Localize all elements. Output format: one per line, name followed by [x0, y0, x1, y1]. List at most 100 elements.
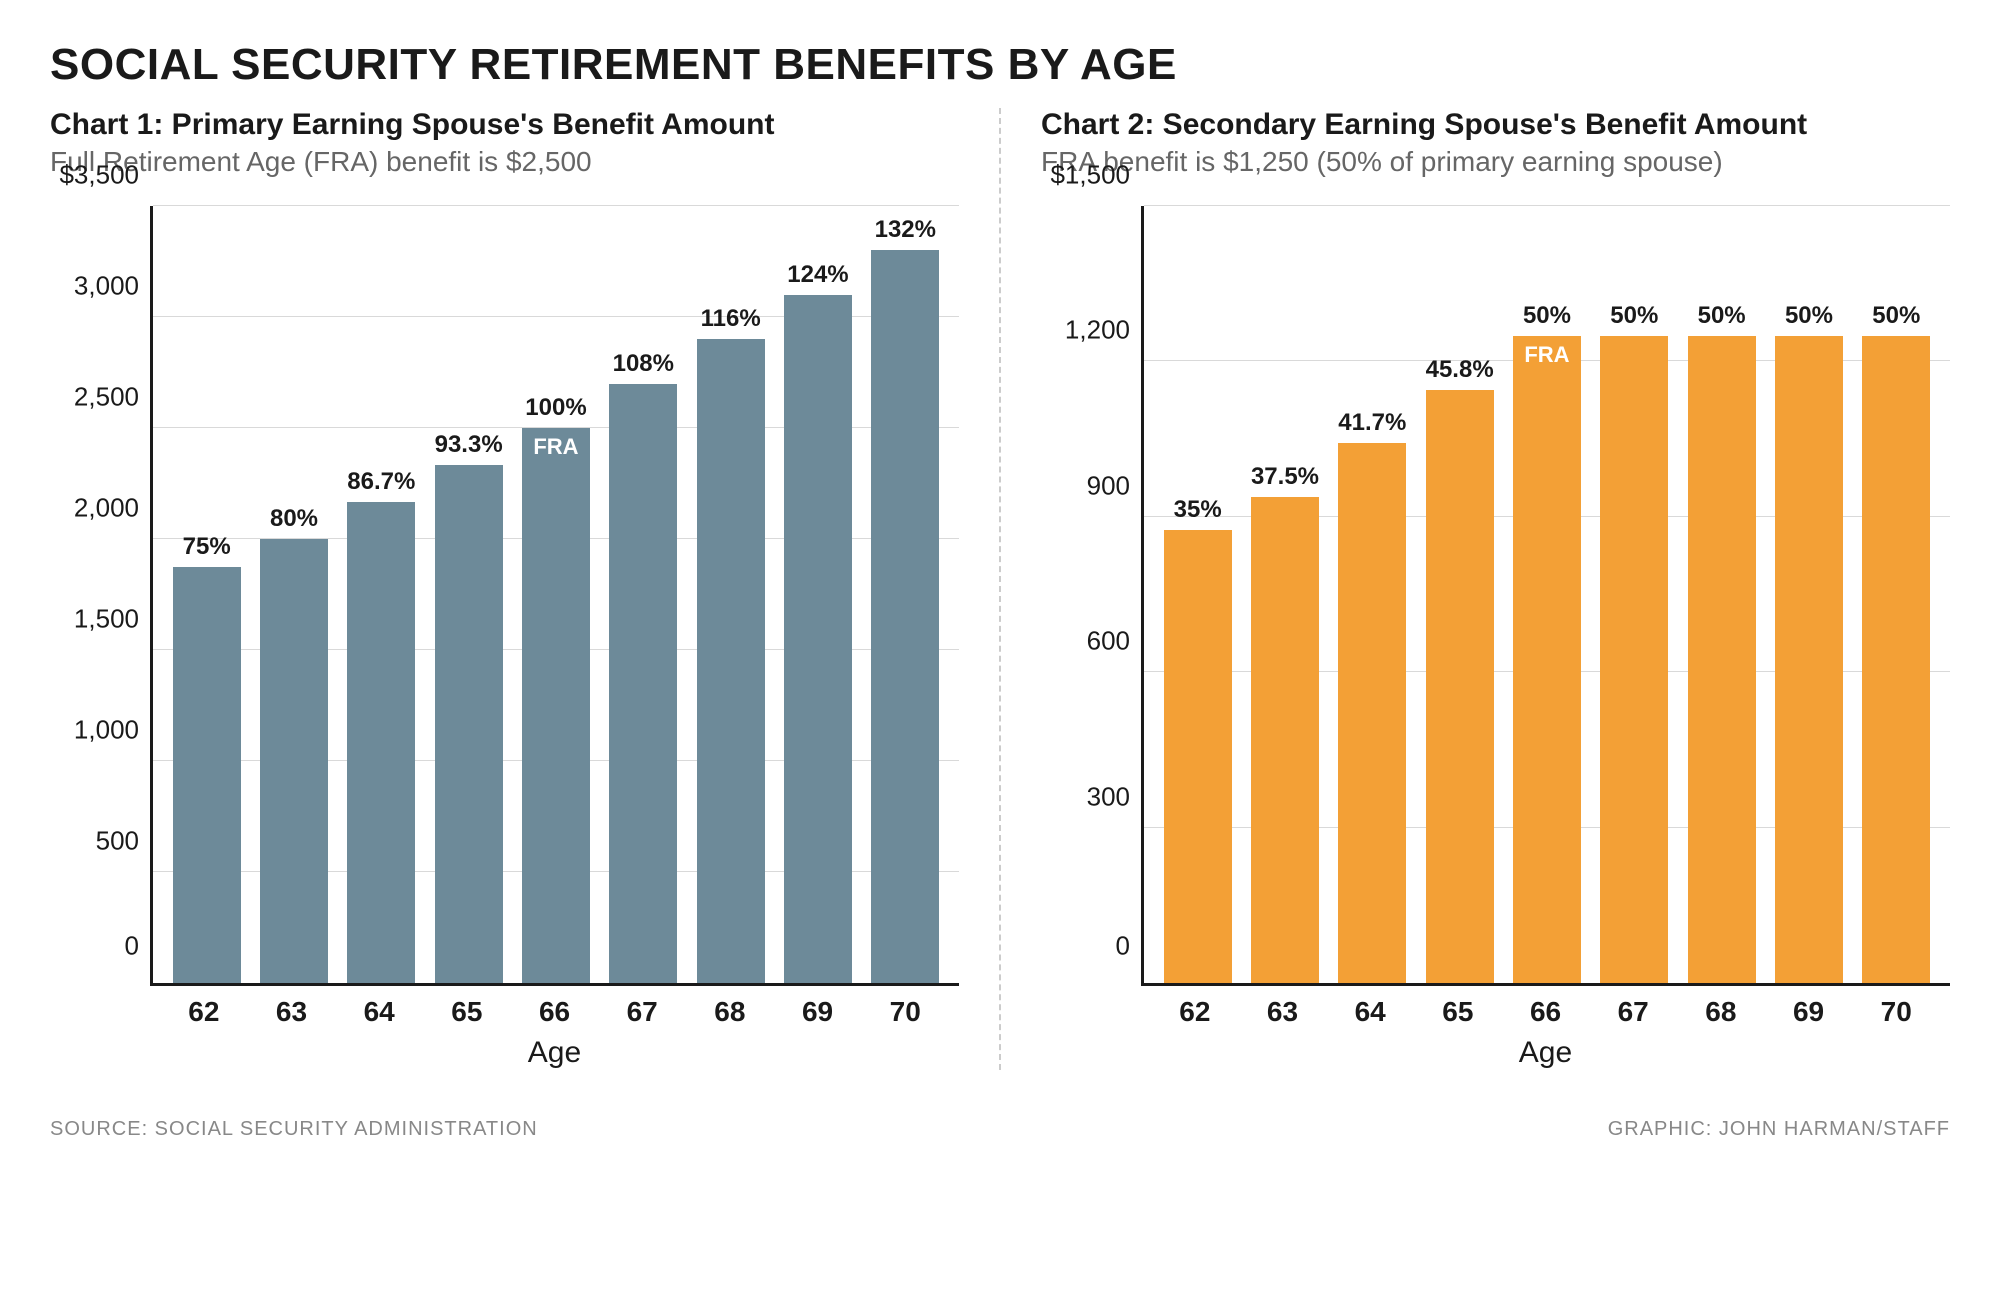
- xtick-label: 68: [1677, 996, 1765, 1028]
- bar: [697, 339, 765, 983]
- chart-2-axis-label: Age: [1141, 1036, 1950, 1070]
- chart-2-plot: 03006009001,200$1,50035%37.5%41.7%45.8%5…: [1141, 206, 1950, 986]
- ytick-label: 2,500: [74, 382, 153, 413]
- bar-slot: 50% FRA: [1503, 206, 1590, 983]
- ytick-label: 1,500: [74, 604, 153, 635]
- bar-slot: 93.3%: [425, 206, 512, 983]
- bar: [347, 502, 415, 983]
- fra-badge: FRA: [1524, 342, 1569, 368]
- xtick-label: 62: [160, 996, 248, 1028]
- ytick-label: 0: [125, 930, 153, 961]
- bar-slot: 35%: [1154, 206, 1241, 983]
- bar-value-label: 75%: [183, 533, 231, 561]
- bar-value-label: 50%: [1785, 302, 1833, 330]
- bar-value-label: 35%: [1174, 496, 1222, 524]
- xtick-label: 68: [686, 996, 774, 1028]
- bars-container: 75% 80% 86.7% 93.3% 100% FRA 108% 116% 124% 132%: [153, 206, 959, 983]
- bar-value-label: 100%: [525, 394, 586, 422]
- xtick-label: 69: [1765, 996, 1853, 1028]
- chart-2-title: Chart 2: Secondary Earning Spouse's Bene…: [1041, 108, 1950, 142]
- bar-value-label: 50%: [1523, 302, 1571, 330]
- bar-slot: 86.7%: [338, 206, 425, 983]
- bar: [1775, 336, 1843, 984]
- bar-value-label: 80%: [270, 505, 318, 533]
- xtick-label: 63: [248, 996, 336, 1028]
- bar: [1164, 530, 1232, 983]
- chart-2-panel: Chart 2: Secondary Earning Spouse's Bene…: [1001, 108, 1950, 1070]
- footer-credit: GRAPHIC: JOHN HARMAN/STAFF: [1608, 1118, 1950, 1141]
- xtick-label: 70: [1852, 996, 1940, 1028]
- xtick-label: 69: [774, 996, 862, 1028]
- xtick-label: 67: [1589, 996, 1677, 1028]
- ytick-label: 0: [1116, 930, 1144, 961]
- bar-slot: 37.5%: [1241, 206, 1328, 983]
- bars-container: 35% 37.5% 41.7% 45.8% 50% FRA 50% 50% 50% 50%: [1144, 206, 1950, 983]
- bar-value-label: 50%: [1698, 302, 1746, 330]
- bar-slot: 132%: [862, 206, 949, 983]
- chart-1-xticks: 626364656667686970: [150, 996, 959, 1028]
- chart-1-axis-label: Age: [150, 1036, 959, 1070]
- bar-slot: 50%: [1765, 206, 1852, 983]
- ytick-label: 1,200: [1065, 315, 1144, 346]
- bar-value-label: 45.8%: [1426, 356, 1494, 384]
- ytick-label: $3,500: [59, 160, 153, 191]
- fra-badge: FRA: [533, 434, 578, 460]
- bar-slot: 50%: [1678, 206, 1765, 983]
- bar: [1251, 497, 1319, 983]
- footer: SOURCE: SOCIAL SECURITY ADMINISTRATION G…: [50, 1118, 1950, 1141]
- xtick-label: 66: [511, 996, 599, 1028]
- ytick-label: 500: [96, 826, 153, 857]
- bar: FRA: [1513, 336, 1581, 984]
- xtick-label: 62: [1151, 996, 1239, 1028]
- bar-slot: 80%: [250, 206, 337, 983]
- ytick-label: 600: [1087, 626, 1144, 657]
- xtick-label: 65: [423, 996, 511, 1028]
- chart-2-xticks: 626364656667686970: [1141, 996, 1950, 1028]
- xtick-label: 64: [1326, 996, 1414, 1028]
- bar-slot: 124%: [774, 206, 861, 983]
- bar-value-label: 132%: [875, 216, 936, 244]
- bar: [1600, 336, 1668, 984]
- footer-source: SOURCE: SOCIAL SECURITY ADMINISTRATION: [50, 1118, 538, 1141]
- bar: [609, 384, 677, 983]
- xtick-label: 67: [598, 996, 686, 1028]
- bar-slot: 108%: [600, 206, 687, 983]
- xtick-label: 65: [1414, 996, 1502, 1028]
- ytick-label: 1,000: [74, 715, 153, 746]
- bar: [784, 295, 852, 983]
- bar: [173, 567, 241, 983]
- bar: FRA: [522, 428, 590, 983]
- bar: [1862, 336, 1930, 984]
- bar-value-label: 50%: [1872, 302, 1920, 330]
- bar-value-label: 50%: [1610, 302, 1658, 330]
- bar: [1426, 390, 1494, 983]
- bar: [260, 539, 328, 983]
- bar-slot: 50%: [1853, 206, 1940, 983]
- ytick-label: 300: [1087, 781, 1144, 812]
- bar: [1688, 336, 1756, 984]
- xtick-label: 66: [1502, 996, 1590, 1028]
- xtick-label: 63: [1239, 996, 1327, 1028]
- bar: [871, 250, 939, 983]
- bar-slot: 100% FRA: [512, 206, 599, 983]
- bar-value-label: 116%: [701, 305, 761, 333]
- bar: [1338, 443, 1406, 983]
- chart-1-plot: 05001,0001,5002,0002,5003,000$3,50075%80…: [150, 206, 959, 986]
- bar-slot: 50%: [1591, 206, 1678, 983]
- page-title: SOCIAL SECURITY RETIREMENT BENEFITS BY A…: [50, 40, 1950, 90]
- bar-value-label: 37.5%: [1251, 463, 1319, 491]
- bar-value-label: 124%: [787, 261, 848, 289]
- ytick-label: 900: [1087, 470, 1144, 501]
- bar-value-label: 93.3%: [435, 431, 503, 459]
- ytick-label: 3,000: [74, 271, 153, 302]
- chart-1-panel: Chart 1: Primary Earning Spouse's Benefi…: [50, 108, 999, 1070]
- bar-slot: 41.7%: [1329, 206, 1416, 983]
- charts-row: Chart 1: Primary Earning Spouse's Benefi…: [50, 108, 1950, 1070]
- bar-slot: 45.8%: [1416, 206, 1503, 983]
- bar-slot: 75%: [163, 206, 250, 983]
- xtick-label: 64: [335, 996, 423, 1028]
- chart-2-subtitle: FRA benefit is $1,250 (50% of primary ea…: [1041, 146, 1950, 178]
- bar-value-label: 108%: [613, 350, 674, 378]
- ytick-label: 2,000: [74, 493, 153, 524]
- bar-slot: 116%: [687, 206, 774, 983]
